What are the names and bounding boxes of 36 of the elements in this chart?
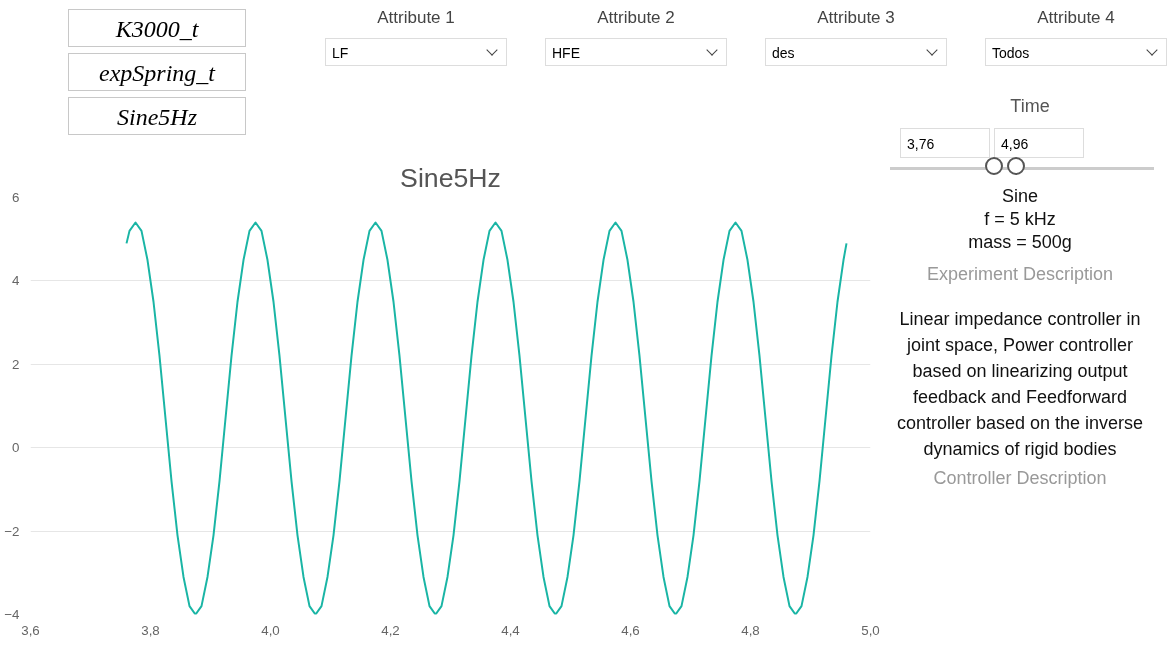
x-tick-label: 4,2 <box>381 622 400 638</box>
x-tick-label: 4,8 <box>741 622 760 638</box>
x-tick-label: 3,8 <box>141 622 160 638</box>
y-tick-label: −4 <box>4 607 21 622</box>
y-tick-label: −2 <box>4 523 20 539</box>
line-series <box>125 221 848 615</box>
x-tick-label: 4,4 <box>501 622 521 638</box>
y-tick-label: 2 <box>12 356 20 372</box>
x-tick-label: 5,0 <box>861 622 880 638</box>
text: Todos <box>985 38 1167 67</box>
x-tick-label: 3,6 <box>21 622 40 638</box>
text: mass = 500g <box>968 232 1072 252</box>
text: Experiment Description <box>925 263 1115 286</box>
text: K3000_t <box>68 9 246 47</box>
x-tick-label: 4,0 <box>261 622 280 638</box>
text: f = 5 kHz <box>984 209 1056 229</box>
text: Sine5Hz <box>68 97 246 135</box>
text: Attribute 3 <box>816 7 896 29</box>
text: Linear impedance controller in joint space, Power controller based on linearizing output feedback and Feedforward controller based on the inverse dynamics of rigid bodies <box>895 307 1145 461</box>
text: LF <box>325 38 507 67</box>
text: Controller Description <box>932 466 1108 490</box>
y-tick-label: 6 <box>12 190 20 205</box>
y-tick-label: 0 <box>12 440 20 456</box>
text: 3,76 <box>900 127 990 158</box>
text: Time <box>1009 95 1051 118</box>
text: expSpring_t <box>68 53 246 91</box>
text: Attribute 1 <box>376 7 456 29</box>
text: 4,96 <box>994 127 1084 158</box>
chart-title: Sine5Hz <box>400 162 501 193</box>
text: HFE <box>545 38 727 67</box>
text: Attribute 4 <box>1036 7 1116 29</box>
x-tick-label: 4,6 <box>621 622 640 638</box>
y-tick-label: 4 <box>12 273 21 289</box>
text: Attribute 2 <box>596 7 676 29</box>
text: Sine <box>1001 186 1039 206</box>
text: des <box>765 38 947 67</box>
